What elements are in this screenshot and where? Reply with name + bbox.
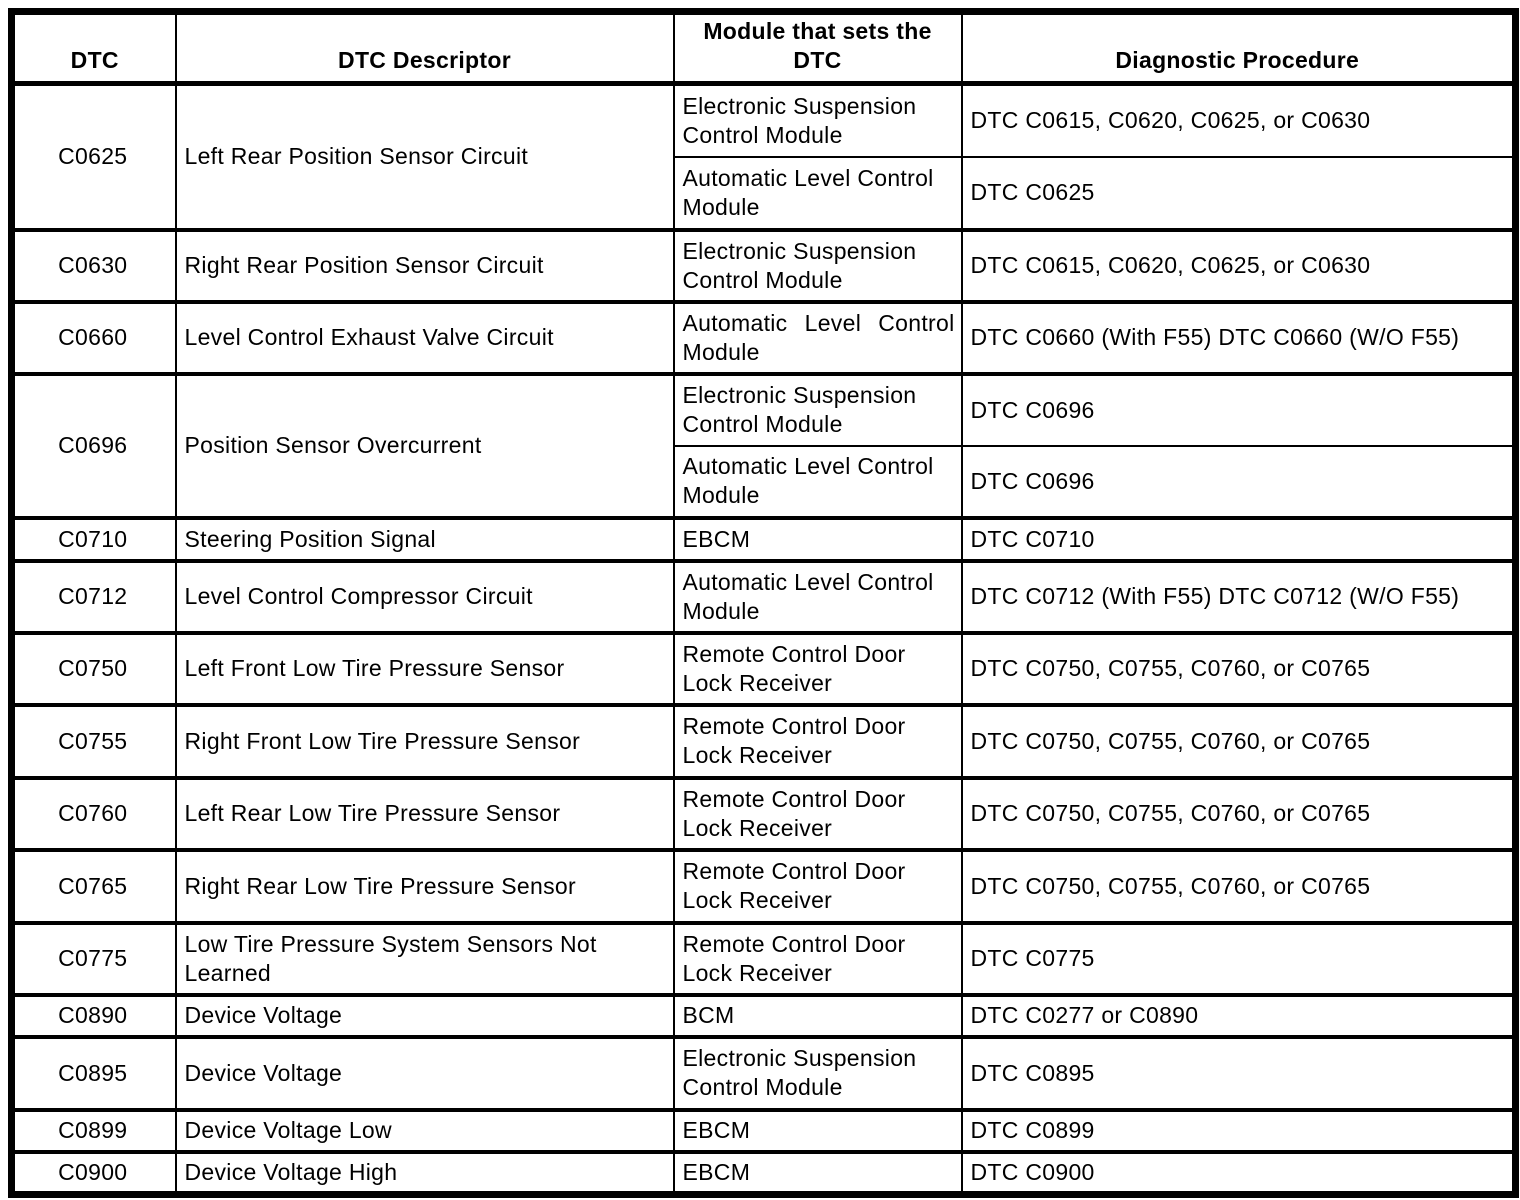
- table-row: C0760 Left Rear Low Tire Pressure Sensor…: [10, 775, 1517, 851]
- module-cell: EBCM: [672, 1107, 963, 1153]
- module-cell: EBCM: [672, 1149, 963, 1196]
- table-subrow: Automatic Level Control Module DTC C0696: [12, 444, 1517, 519]
- dtc-table: DTC DTC Descriptor Module that sets the …: [8, 8, 1519, 1198]
- table-row: C0890 Device Voltage BCM DTC C0277 or C0…: [10, 992, 1517, 1038]
- module-cell: Electronic Suspension Control Module: [672, 371, 963, 447]
- descriptor-cell: Low Tire Pressure System Sensors Not Lea…: [174, 920, 675, 996]
- table-row: C0696 Position Sensor Overcurrent Electr…: [10, 371, 1517, 519]
- descriptor-cell: Steering Position Signal: [174, 515, 675, 562]
- dtc-code-cell: C0899: [10, 1107, 177, 1153]
- dtc-code-cell: C0750: [10, 630, 177, 706]
- module-cell: Automatic Level Control Module: [672, 155, 963, 231]
- module-cell: BCM: [672, 992, 963, 1038]
- dtc-code-cell: C0900: [10, 1149, 177, 1196]
- module-cell: Remote Control Door Lock Receiver: [672, 702, 963, 779]
- descriptor-cell: Right Rear Position Sensor Circuit: [174, 227, 675, 303]
- column-header-descriptor: DTC Descriptor: [174, 10, 675, 86]
- procedure-cell: DTC C0660 (With F55) DTC C0660 (W/O F55): [960, 299, 1517, 375]
- dtc-code-cell: C0755: [10, 702, 177, 779]
- dtc-code-cell: C0895: [10, 1034, 177, 1111]
- module-cell: Automatic Level Control Module: [672, 558, 963, 634]
- procedure-cell: DTC C0696: [960, 371, 1517, 447]
- table-row: C0755 Right Front Low Tire Pressure Sens…: [10, 702, 1517, 779]
- procedure-cell: DTC C0615, C0620, C0625, or C0630: [960, 81, 1517, 158]
- table-row: C0710 Steering Position Signal EBCM DTC …: [10, 515, 1517, 562]
- dtc-code-cell: C0775: [10, 920, 177, 996]
- procedure-cell: DTC C0895: [960, 1034, 1517, 1111]
- procedure-cell: DTC C0750, C0755, C0760, or C0765: [960, 702, 1517, 779]
- module-cell: Electronic Suspension Control Module: [672, 227, 963, 303]
- module-cell: Automatic Level Control Module: [672, 299, 963, 375]
- module-cell: Remote Control Door Lock Receiver: [672, 630, 963, 706]
- column-header-module: Module that sets the DTC: [672, 10, 963, 86]
- dtc-code-cell: C0696: [10, 371, 177, 519]
- descriptor-cell: Position Sensor Overcurrent: [174, 371, 675, 519]
- descriptor-cell: Left Rear Low Tire Pressure Sensor: [174, 775, 675, 851]
- descriptor-cell: Level Control Compressor Circuit: [174, 558, 675, 634]
- module-cell: Remote Control Door Lock Receiver: [672, 775, 963, 851]
- table-row: C0625 Left Rear Position Sensor Circuit …: [10, 81, 1517, 231]
- procedure-cell: DTC C0750, C0755, C0760, or C0765: [960, 847, 1517, 924]
- table-row: C0765 Right Rear Low Tire Pressure Senso…: [10, 847, 1517, 924]
- procedure-cell: DTC C0900: [960, 1149, 1517, 1196]
- descriptor-cell: Left Front Low Tire Pressure Sensor: [174, 630, 675, 706]
- dtc-code-cell: C0630: [10, 227, 177, 303]
- dtc-code-cell: C0660: [10, 299, 177, 375]
- dtc-code-cell: C0712: [10, 558, 177, 634]
- procedure-cell: DTC C0710: [960, 515, 1517, 562]
- module-cell: Electronic Suspension Control Module: [672, 1034, 963, 1111]
- table-row: C0899 Device Voltage Low EBCM DTC C0899: [10, 1107, 1517, 1153]
- descriptor-cell: Level Control Exhaust Valve Circuit: [174, 299, 675, 375]
- descriptor-cell: Device Voltage High: [174, 1149, 675, 1196]
- table-subrow: Automatic Level Control Module DTC C0625: [12, 155, 1517, 231]
- procedure-cell: DTC C0277 or C0890: [960, 992, 1517, 1038]
- procedure-cell: DTC C0696: [960, 444, 1517, 519]
- column-header-dtc: DTC: [10, 10, 177, 86]
- module-cell: Electronic Suspension Control Module: [672, 81, 963, 158]
- dtc-code-cell: C0625: [10, 81, 177, 231]
- table-row: C0630 Right Rear Position Sensor Circuit…: [10, 227, 1517, 303]
- module-cell: Automatic Level Control Module: [672, 444, 963, 519]
- procedure-cell: DTC C0750, C0755, C0760, or C0765: [960, 775, 1517, 851]
- descriptor-cell: Device Voltage: [174, 1034, 675, 1111]
- table-row: C0895 Device Voltage Electronic Suspensi…: [10, 1034, 1517, 1111]
- table-row: C0900 Device Voltage High EBCM DTC C0900: [10, 1149, 1517, 1196]
- module-cell: Remote Control Door Lock Receiver: [672, 847, 963, 924]
- procedure-cell: DTC C0899: [960, 1107, 1517, 1153]
- module-cell: EBCM: [672, 515, 963, 562]
- dtc-code-cell: C0710: [10, 515, 177, 562]
- dtc-code-cell: C0760: [10, 775, 177, 851]
- descriptor-cell: Right Front Low Tire Pressure Sensor: [174, 702, 675, 779]
- descriptor-cell: Left Rear Position Sensor Circuit: [174, 81, 675, 231]
- table-row: C0750 Left Front Low Tire Pressure Senso…: [10, 630, 1517, 706]
- column-header-procedure: Diagnostic Procedure: [960, 10, 1517, 86]
- dtc-code-cell: C0765: [10, 847, 177, 924]
- module-cell: Remote Control Door Lock Receiver: [672, 920, 963, 996]
- table-header-row: DTC DTC Descriptor Module that sets the …: [10, 10, 1517, 86]
- table-row: C0660 Level Control Exhaust Valve Circui…: [10, 299, 1517, 375]
- procedure-cell: DTC C0775: [960, 920, 1517, 996]
- procedure-cell: DTC C0615, C0620, C0625, or C0630: [960, 227, 1517, 303]
- descriptor-cell: Device Voltage Low: [174, 1107, 675, 1153]
- table-row: C0712 Level Control Compressor Circuit A…: [10, 558, 1517, 634]
- procedure-cell: DTC C0750, C0755, C0760, or C0765: [960, 630, 1517, 706]
- dtc-code-cell: C0890: [10, 992, 177, 1038]
- procedure-cell: DTC C0625: [960, 155, 1517, 231]
- descriptor-cell: Device Voltage: [174, 992, 675, 1038]
- procedure-cell: DTC C0712 (With F55) DTC C0712 (W/O F55): [960, 558, 1517, 634]
- descriptor-cell: Right Rear Low Tire Pressure Sensor: [174, 847, 675, 924]
- table-row: C0775 Low Tire Pressure System Sensors N…: [10, 920, 1517, 996]
